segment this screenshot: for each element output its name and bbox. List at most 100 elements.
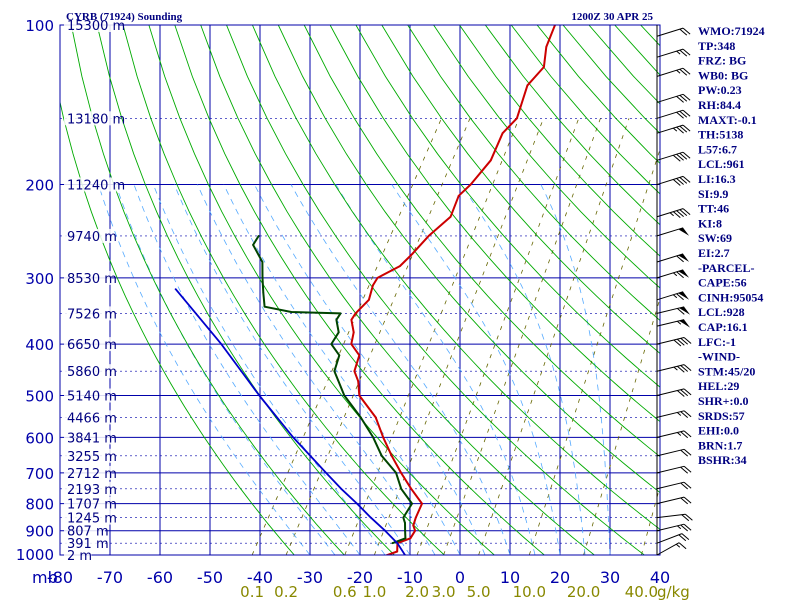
dry-adiabat-line [303,25,660,458]
mixing-ratio-line [344,118,520,555]
wind-barb-feather [680,365,689,372]
height-label: 5860 m [67,365,117,380]
wind-barb-feather [681,514,690,522]
temperature-tick-label: -30 [297,568,323,587]
wind-barb-feather [676,338,685,346]
wind-barb-feather [683,364,692,371]
height-label-bg [64,465,112,480]
mixing-ratio-lines [251,118,660,555]
moist-adiabat-line [254,184,486,555]
dewpoint-point [257,235,260,237]
sounding-profiles [174,25,556,555]
parcel-point [220,343,223,345]
x-axis-unit-label: mb [32,568,58,587]
wind-barb-staff [656,109,684,119]
wind-barb-feather [679,209,688,216]
wind-barb-staff [656,364,685,372]
mixing-ratio-line [443,118,601,555]
stability-index-text: EI:2.7 [698,246,730,260]
wind-barb-feather [676,271,684,279]
dry-adiabats [60,25,660,555]
wind-barb-half-feather [675,543,681,548]
height-label: 4466 m [67,411,117,426]
wind-barb-staff [656,67,684,77]
moist-adiabat-line [290,184,511,555]
temperature-tick-label: 10 [500,568,520,587]
dewpoint-point [263,305,266,308]
height-label: 2 m [67,549,92,564]
wind-barb-staff [656,48,684,58]
wind-barb-feather [682,151,691,159]
index-bg [696,424,748,438]
temperature-point [469,183,472,186]
pressure-axis-labels: 100 200 300 400 500 600 700 800 900 1000 [16,17,54,564]
index-bg [696,173,748,186]
mixing-ratio-label: 40.0 [625,583,658,600]
wind-barb-feather [672,154,681,162]
index-bg [696,84,748,98]
index-bg [696,409,748,423]
stability-index-text: TP:348 [698,39,735,53]
index-bg [696,321,755,334]
stability-index-text: FRZ: BG [698,54,746,68]
dry-adiabat-line [459,25,660,257]
mixing-ratio-label: 5.0 [467,583,491,600]
temperature-point [357,380,360,383]
pressure-tick-label: 400 [25,336,54,354]
wind-barb-feather [676,96,684,103]
pressure-tick-label: 900 [25,523,54,541]
wind-barb-staff [656,410,685,418]
height-label: 2712 m [67,467,117,482]
wind-barb-feather [682,27,691,35]
pressure-tick-label: 800 [25,496,54,514]
stability-index-text: RH:84.4 [698,98,741,112]
temperature-tick-label: -20 [347,568,373,587]
wind-barb-feather [680,389,689,397]
index-bg [696,217,727,231]
wind-barb-staff [656,533,683,544]
wind-barb-feather [683,496,692,504]
stability-index-text: SRDS:57 [698,409,745,423]
dry-adiabat-line [407,25,660,322]
dewpoint-point [337,331,340,334]
index-bg [696,39,741,53]
wind-barb-feather [676,365,685,373]
wind-barb-feather [683,388,692,396]
temperature-point [399,265,401,267]
dewpoint-point [339,312,342,315]
height-label-bg [64,18,119,32]
wind-barb-feather [680,337,689,345]
dewpoint-point [262,291,265,294]
wind-barb-feather [679,110,688,118]
wind-barb-half-feather [672,294,678,299]
dry-adiabat-line [381,25,660,355]
temperature-point [457,194,460,197]
stability-index-text: CAPE:56 [698,276,747,290]
temperature-point [489,159,492,162]
wind-barb-staff [656,542,680,556]
height-label-bg [64,523,105,538]
wind-barb-feather [680,449,689,457]
wind-barb-half-feather [676,525,682,530]
wind-barb-flag [679,306,691,315]
index-bg [696,202,734,216]
stability-index-text: -PARCEL- [698,261,754,275]
height-label: 1245 m [67,512,117,527]
dry-adiabat-line [433,25,660,289]
height-label-bg [64,270,112,285]
wind-barb-feather [680,466,689,474]
wind-barb-staff [656,465,685,474]
wind-barb-half-feather [676,50,681,55]
temperature-tick-label: -10 [397,568,423,587]
temperature-tick-label: -70 [97,568,123,587]
dry-adiabat-line [96,25,395,555]
mixing-ratio-label: 10.0 [513,583,546,600]
temperature-point [350,318,353,321]
temperature-point [390,454,393,457]
height-label: 11240 m [67,179,125,194]
wind-barb-feather [683,481,692,489]
moist-adiabat-line [540,184,611,555]
temperature-point [545,46,548,48]
temperature-axis-labels: mb-80 -70 -60 -50 -40 -30 -20 -10 0 10 20 30 40 [32,568,670,587]
